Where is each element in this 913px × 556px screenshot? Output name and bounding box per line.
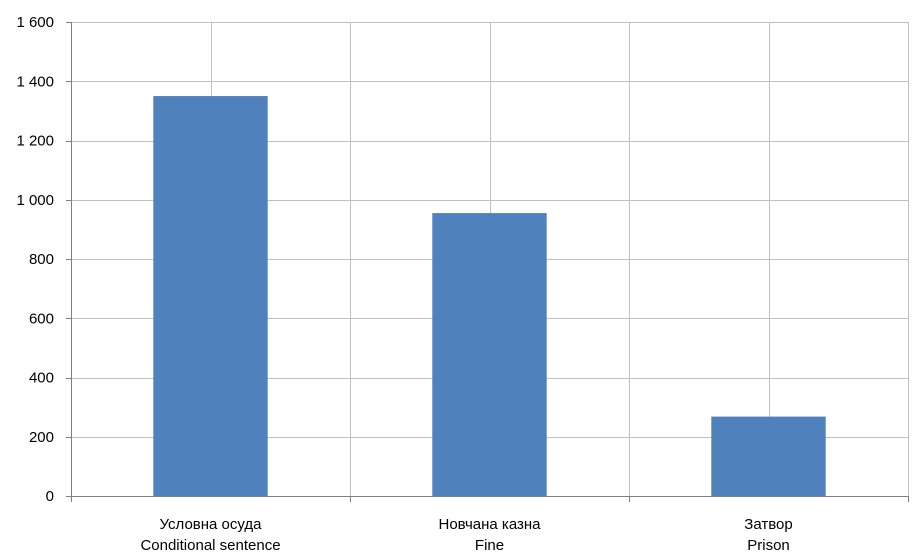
x-category-label-line: Условна осуда <box>160 516 263 533</box>
x-category-label-line: Затвор <box>744 516 792 533</box>
bars <box>153 96 826 497</box>
x-category-label-line: Fine <box>475 537 504 554</box>
bar <box>711 416 826 496</box>
y-tick-label: 600 <box>29 310 54 327</box>
x-category-label: Затвор Prison <box>744 516 792 554</box>
y-tick-label: 400 <box>29 370 54 387</box>
y-tick-label: 0 <box>46 488 54 505</box>
bar <box>153 96 268 496</box>
y-tick-label: 1 400 <box>16 73 54 90</box>
x-category-label: Новчана казна Fine <box>439 516 542 554</box>
x-category-label: Условна осуда Conditional sentence <box>140 516 280 554</box>
y-tick-label: 1 600 <box>16 14 54 31</box>
y-tick-label: 200 <box>29 429 54 446</box>
y-tick-label: 1 200 <box>16 133 54 150</box>
x-category-label-line: Новчана казна <box>439 516 542 533</box>
x-category-label-line: Conditional sentence <box>140 537 280 554</box>
axes <box>66 22 909 502</box>
y-axis-tick-labels: 0 200 400 600 800 1 000 1 200 1 400 1 600 <box>16 14 54 505</box>
bar <box>432 213 547 497</box>
x-category-label-line: Prison <box>747 537 790 554</box>
x-axis-category-labels: Условна осуда Conditional sentence Новчана… <box>140 516 792 554</box>
y-tick-label: 800 <box>29 251 54 268</box>
y-tick-label: 1 000 <box>16 192 54 209</box>
